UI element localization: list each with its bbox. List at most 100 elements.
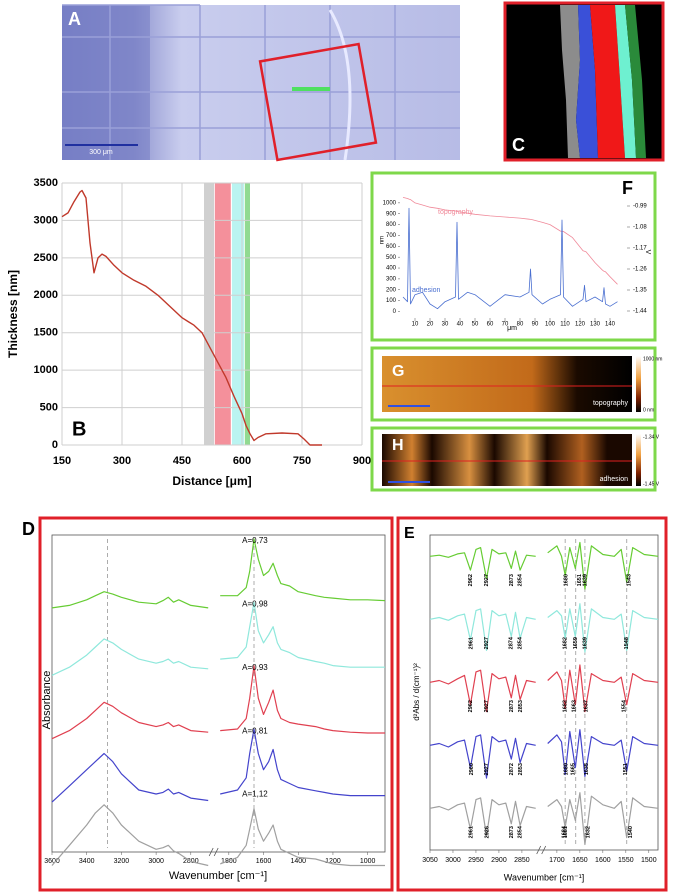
peak-label: 2927 xyxy=(484,637,490,649)
y-axis-label: d²Abs / d(cm⁻¹)² xyxy=(412,663,421,721)
peak-label: 2854 xyxy=(518,825,524,838)
peak-label: 2854 xyxy=(518,573,524,586)
panel-c: C xyxy=(503,1,665,162)
series-line xyxy=(429,664,659,713)
green-zone xyxy=(625,5,646,158)
x-tick-label: 3400 xyxy=(79,858,95,865)
y2-tick-label: -1.26 xyxy=(633,267,647,273)
panel-a: 300 μm A xyxy=(62,4,460,162)
panel-label: H xyxy=(392,437,404,454)
peak-label: 2961 xyxy=(468,637,474,649)
peak-label: 1665 xyxy=(570,763,576,775)
plot-frame xyxy=(51,534,386,853)
peak-label: 2874 xyxy=(508,636,514,649)
panel-d-frame xyxy=(38,516,394,892)
x-tick-label: 900 xyxy=(353,455,371,467)
x-tick-label: 450 xyxy=(173,455,191,467)
series-line xyxy=(61,189,322,446)
red-zone xyxy=(590,5,625,158)
series-annotation: A=0,81 xyxy=(242,726,268,735)
peak-label: 1680 xyxy=(564,763,570,775)
band xyxy=(204,183,214,445)
peak-label: 1554 xyxy=(621,699,627,712)
x-tick-label: 100 xyxy=(545,322,556,328)
series-line xyxy=(429,729,659,779)
y2-tick-label: -1.17 xyxy=(633,246,647,252)
axis-break xyxy=(208,847,219,857)
x-tick-label: 90 xyxy=(532,322,539,328)
y-tick-label: 1000 xyxy=(383,200,397,206)
peak-label: 2853 xyxy=(518,700,524,712)
y-tick-label: 2500 xyxy=(34,252,58,264)
x-tick-label: 3600 xyxy=(44,858,60,865)
color-bar xyxy=(636,356,641,412)
axis-break xyxy=(536,845,547,855)
panel-label: B xyxy=(72,418,86,440)
x-tick-label: 3000 xyxy=(148,858,164,865)
y-tick-label: 2000 xyxy=(34,289,58,301)
y-axis-label: nm xyxy=(380,236,386,244)
y-tick-label: 700 xyxy=(386,233,397,239)
peak-label: 1659 xyxy=(573,637,579,649)
peak-label: 1639 xyxy=(582,574,588,586)
x-tick-label: 300 xyxy=(113,455,131,467)
x-tick-label: 1700 xyxy=(549,857,565,864)
y-tick-label: 1500 xyxy=(34,327,58,339)
peak-label: 1632 xyxy=(586,826,592,838)
caption: topography xyxy=(593,400,629,407)
x-tick-label: 110 xyxy=(560,322,570,328)
y-tick-label: 100 xyxy=(386,298,397,304)
x-tick-label: 1600 xyxy=(256,858,272,865)
x-tick-label: 40 xyxy=(457,322,464,328)
panel-e-frame xyxy=(396,516,668,892)
series-label: adhesion xyxy=(412,287,441,294)
band xyxy=(244,183,250,445)
color-bar-max: 1000 nm xyxy=(643,356,662,362)
x-tick-label: 2950 xyxy=(468,857,484,864)
y2-tick-label: -1.44 xyxy=(633,309,647,315)
y-tick-label: 1000 xyxy=(34,364,58,376)
series-line xyxy=(402,197,618,285)
y-tick-label: 300 xyxy=(386,276,397,282)
y-tick-label: 400 xyxy=(386,266,397,272)
x-tick-label: 1200 xyxy=(325,858,341,865)
y-tick-label: 500 xyxy=(40,401,58,413)
peak-label: 2927 xyxy=(484,700,490,712)
droplet-edge xyxy=(328,9,352,161)
y-tick-label: 0 xyxy=(52,439,58,451)
x-tick-label: 1550 xyxy=(618,857,634,864)
panel-label: F xyxy=(622,178,633,198)
peak-label: 2927 xyxy=(484,763,490,775)
peak-label: 1635 xyxy=(584,763,590,775)
y2-tick-label: -1.08 xyxy=(633,225,647,231)
peak-label: 2962 xyxy=(468,700,474,712)
x-tick-label: 2900 xyxy=(491,857,507,864)
peak-label: 1651 xyxy=(577,574,583,586)
color-bar-max: -1.34 V xyxy=(643,434,660,440)
color-bar-min: -1.45 V xyxy=(643,481,660,487)
y-tick-label: 900 xyxy=(386,211,397,217)
peak-label: 2926 xyxy=(484,826,490,838)
series-line xyxy=(51,728,385,803)
x-tick-label: 2850 xyxy=(514,857,530,864)
panel-g: 1000 nm 0 nm topography G xyxy=(370,346,662,422)
peak-label: 2873 xyxy=(509,700,515,712)
y-tick-label: 800 xyxy=(386,222,397,228)
color-bar-min: 0 nm xyxy=(643,407,654,413)
series-line xyxy=(51,538,386,609)
series-annotation: A=0,98 xyxy=(242,600,268,609)
x-tick-label: 1650 xyxy=(572,857,588,864)
peak-label: 1543 xyxy=(626,574,632,586)
x-tick-label: 60 xyxy=(487,322,494,328)
peak-label: 1551 xyxy=(623,763,629,775)
x-axis-label: Wavenumber [cm⁻¹] xyxy=(504,872,584,882)
roi-square xyxy=(258,42,378,162)
gray-zone xyxy=(560,5,580,158)
series-annotation: A=0,93 xyxy=(242,663,268,672)
afm-adhesion xyxy=(382,434,632,486)
series-line xyxy=(429,603,659,653)
x-tick-label: 1400 xyxy=(290,858,306,865)
peak-label: 1663 xyxy=(571,700,577,712)
panel-label: G xyxy=(392,363,404,380)
y-tick-label: 600 xyxy=(386,244,397,250)
